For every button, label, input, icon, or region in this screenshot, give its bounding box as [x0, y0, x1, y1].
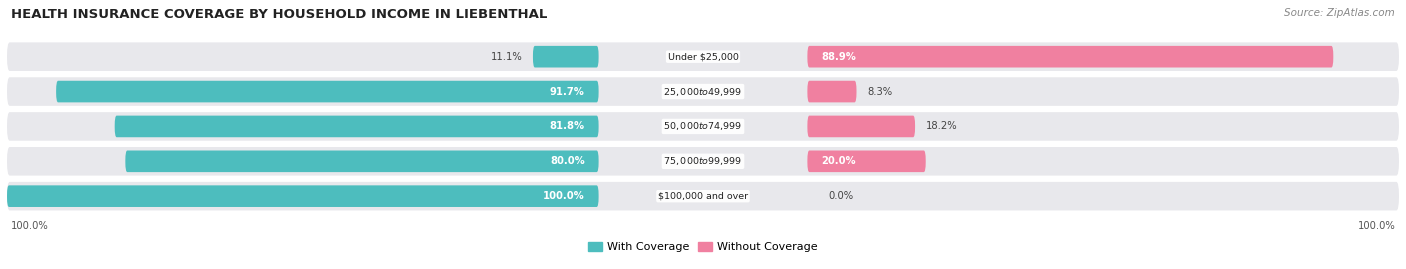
FancyBboxPatch shape	[807, 150, 925, 172]
FancyBboxPatch shape	[7, 185, 599, 207]
FancyBboxPatch shape	[807, 81, 856, 102]
Text: 8.3%: 8.3%	[868, 87, 891, 97]
Text: 100.0%: 100.0%	[543, 191, 585, 201]
Text: 18.2%: 18.2%	[925, 121, 957, 132]
Text: 91.7%: 91.7%	[550, 87, 585, 97]
FancyBboxPatch shape	[807, 116, 915, 137]
Text: Source: ZipAtlas.com: Source: ZipAtlas.com	[1284, 8, 1395, 18]
Text: $50,000 to $74,999: $50,000 to $74,999	[664, 121, 742, 132]
FancyBboxPatch shape	[7, 112, 1399, 141]
Text: Under $25,000: Under $25,000	[668, 52, 738, 61]
FancyBboxPatch shape	[115, 116, 599, 137]
FancyBboxPatch shape	[7, 147, 1399, 176]
Text: $100,000 and over: $100,000 and over	[658, 192, 748, 201]
Text: 20.0%: 20.0%	[821, 156, 856, 166]
Text: 100.0%: 100.0%	[1358, 221, 1396, 231]
FancyBboxPatch shape	[7, 77, 1399, 106]
Text: 100.0%: 100.0%	[10, 221, 48, 231]
FancyBboxPatch shape	[7, 182, 1399, 210]
Text: 0.0%: 0.0%	[828, 191, 853, 201]
FancyBboxPatch shape	[7, 43, 1399, 71]
FancyBboxPatch shape	[56, 81, 599, 102]
FancyBboxPatch shape	[807, 46, 1333, 68]
Text: 80.0%: 80.0%	[550, 156, 585, 166]
Text: HEALTH INSURANCE COVERAGE BY HOUSEHOLD INCOME IN LIEBENTHAL: HEALTH INSURANCE COVERAGE BY HOUSEHOLD I…	[11, 8, 547, 21]
Text: 11.1%: 11.1%	[491, 52, 523, 62]
FancyBboxPatch shape	[125, 150, 599, 172]
Text: 88.9%: 88.9%	[821, 52, 856, 62]
Text: $75,000 to $99,999: $75,000 to $99,999	[664, 155, 742, 167]
Legend: With Coverage, Without Coverage: With Coverage, Without Coverage	[583, 237, 823, 256]
Text: 81.8%: 81.8%	[550, 121, 585, 132]
Text: $25,000 to $49,999: $25,000 to $49,999	[664, 86, 742, 98]
FancyBboxPatch shape	[533, 46, 599, 68]
